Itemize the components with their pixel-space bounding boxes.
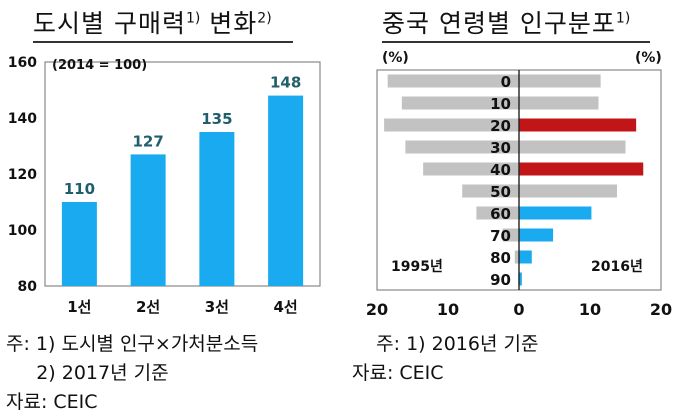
age-group-label: 30 <box>490 139 511 157</box>
age-group-label: 50 <box>490 183 511 201</box>
left-bar <box>199 132 235 286</box>
left-notes: 주: 1) 도시별 인구×가처분소득 2) 2017년 기준 자료: CEIC <box>6 330 258 417</box>
legend-1995: 1995년 <box>391 259 443 275</box>
left-bar-chart: (2014 = 100) 80 100 120 140 160 110 127 135 148… <box>8 55 321 316</box>
left-xtick-label: 2선 <box>136 298 160 316</box>
left-note-2: 2) 2017년 기준 <box>6 362 169 384</box>
age-group-label: 60 <box>490 205 511 223</box>
right-title-sup: 1) <box>615 10 631 27</box>
right-chart-title: 중국 연령별 인구분포1) <box>382 4 630 40</box>
right-title-underline <box>382 41 650 43</box>
left-ytick-label: 160 <box>8 55 37 71</box>
age-group-label: 80 <box>490 249 511 267</box>
left-ytick-label: 80 <box>18 279 38 295</box>
left-ytick-label: 120 <box>8 167 37 183</box>
bar-1995 <box>387 74 519 88</box>
legend-2016: 2016년 <box>591 259 643 275</box>
bar-2016 <box>519 228 554 242</box>
left-ytick-label: 140 <box>8 111 37 127</box>
left-plot-frame <box>44 61 321 287</box>
left-annotation: (2014 = 100) <box>52 58 147 73</box>
left-note-3: 자료: CEIC <box>6 391 98 413</box>
bar-2016 <box>519 118 637 132</box>
bar-2016 <box>519 162 644 176</box>
right-title-text: 중국 연령별 인구분포 <box>382 9 616 38</box>
left-bar <box>130 154 166 286</box>
bar-1995 <box>476 206 519 220</box>
bar-2016 <box>519 140 626 154</box>
bar-2016 <box>519 184 617 198</box>
left-title-sup1: 1) <box>185 10 201 27</box>
bar-2016 <box>519 74 601 88</box>
left-bar <box>61 202 97 286</box>
right-notes: 주: 1) 2016년 기준 자료: CEIC <box>352 330 538 388</box>
left-bar-value-label: 148 <box>270 74 301 92</box>
bar-2016 <box>519 96 599 110</box>
left-xtick-label: 4선 <box>274 298 298 316</box>
bar-2016 <box>519 272 522 286</box>
left-bar-value-label: 110 <box>64 180 95 198</box>
left-title-text: 도시별 구매력 <box>33 9 186 38</box>
left-title-text2: 변화 <box>209 9 258 38</box>
age-group-label: 20 <box>490 117 511 135</box>
bar-1995 <box>384 118 519 132</box>
bar-1995 <box>405 140 519 154</box>
age-group-label: 0 <box>501 73 511 91</box>
right-xtick-label: 20 <box>650 300 672 319</box>
right-unit-right: (%) <box>635 50 662 66</box>
left-title-underline <box>33 41 293 43</box>
bar-1995 <box>502 228 519 242</box>
bar-2016 <box>519 206 592 220</box>
right-unit-left: (%) <box>382 50 409 66</box>
left-note-1: 주: 1) 도시별 인구×가처분소득 <box>6 333 259 355</box>
left-bar-value-label: 127 <box>132 132 163 150</box>
left-chart-title: 도시별 구매력1) 변화2) <box>33 4 272 40</box>
bar-1995 <box>462 184 519 198</box>
bar-1995 <box>401 96 519 110</box>
left-title-sup2: 2) <box>257 10 272 27</box>
left-xtick-label: 3선 <box>205 298 229 316</box>
right-xtick-label: 10 <box>579 300 601 319</box>
right-xtick-label: 20 <box>366 300 388 319</box>
right-xtick-label: 10 <box>437 300 459 319</box>
right-note-2: 자료: CEIC <box>352 362 444 384</box>
right-xtick-label: 0 <box>513 300 524 319</box>
right-note-1: 주: 1) 2016년 기준 <box>352 333 539 355</box>
bar-1995 <box>423 162 519 176</box>
age-group-label: 40 <box>490 161 511 179</box>
left-bar-value-label: 135 <box>201 110 232 128</box>
age-group-label: 10 <box>490 95 511 113</box>
age-group-label: 90 <box>490 271 511 289</box>
bar-2016 <box>519 250 532 264</box>
bar-1995 <box>514 250 519 264</box>
age-group-label: 70 <box>490 227 511 245</box>
left-xtick-label: 1선 <box>67 298 91 316</box>
left-bar <box>268 95 304 286</box>
left-ytick-label: 100 <box>8 223 37 239</box>
